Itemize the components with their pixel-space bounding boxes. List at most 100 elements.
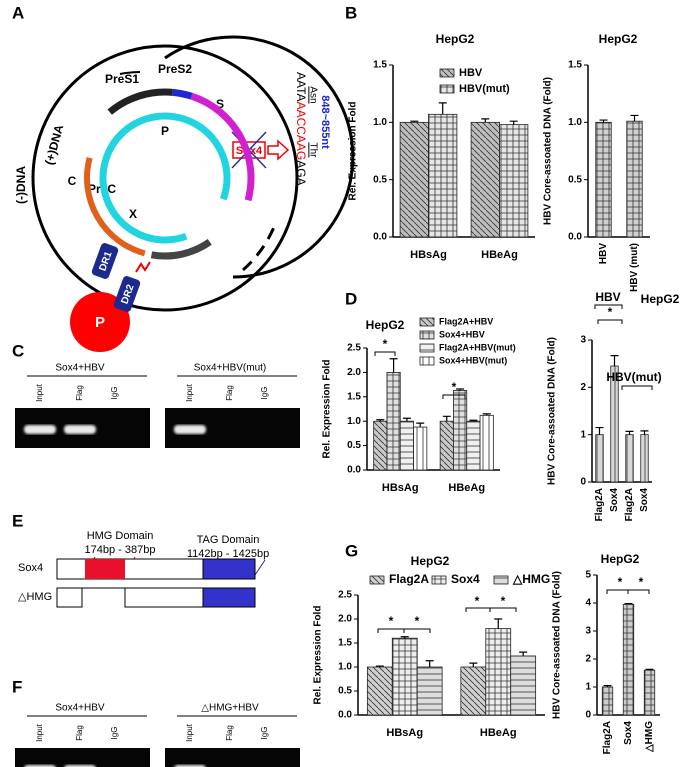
hmg-domain <box>85 559 125 579</box>
legend-swatch <box>439 68 455 78</box>
error-bar <box>595 426 604 435</box>
legend-label: Sox4+HBV <box>439 329 485 339</box>
panel-letter: C <box>12 341 24 360</box>
outer-dna <box>31 44 299 312</box>
panel-letter: G <box>345 541 358 560</box>
chart-title: HepG2 <box>436 32 475 46</box>
error-bar <box>400 636 409 639</box>
tag-range: 1142bp - 1425bp <box>187 548 269 560</box>
gel-title: Sox4+HBV(mut) <box>194 363 267 374</box>
legend-swatch <box>419 330 435 340</box>
y-axis-label: Rel. Expression Fold <box>348 102 359 201</box>
error-bar <box>389 358 398 373</box>
preS-arc <box>190 92 255 202</box>
bar <box>386 371 401 471</box>
bracket <box>489 607 517 612</box>
gel-title: △HMG+HBV <box>201 703 259 714</box>
y-tick-label: 2.5 <box>347 343 361 354</box>
x-tick-label: Sox4 <box>609 488 620 512</box>
legend-label: Flag2A+HBV(mut) <box>439 342 516 352</box>
bar <box>399 121 429 238</box>
hmg-range: 174bp - 387bp <box>85 544 156 556</box>
asn-label: Asn <box>307 86 318 103</box>
pres2-arc <box>172 88 193 100</box>
lane-label: IgG <box>260 387 269 400</box>
tag-label: TAG Domain <box>197 534 260 546</box>
seq-part: AACCAAG <box>294 102 308 161</box>
bar <box>416 666 443 716</box>
seq-part: AGA <box>294 160 308 185</box>
bracket <box>442 394 466 399</box>
bar <box>413 426 428 471</box>
bar <box>643 669 656 716</box>
y-tick-label: 1.0 <box>568 117 582 128</box>
x-label: X <box>129 207 137 221</box>
y-tick-label: 2.0 <box>338 614 352 625</box>
bar <box>479 414 494 471</box>
inner-dna <box>164 35 355 279</box>
dhmg-part <box>56 587 83 608</box>
bar <box>466 420 481 471</box>
y-tick-label: 1.0 <box>373 117 387 128</box>
bar <box>595 121 612 238</box>
bar <box>399 420 414 471</box>
hmg-label: HMG Domain <box>87 530 154 542</box>
p-label: P <box>161 124 169 138</box>
annotation: * <box>501 594 506 608</box>
y-tick-label: 1 <box>585 682 591 693</box>
bar <box>626 120 643 238</box>
y-tick-label: 5 <box>585 570 591 581</box>
annotation: * <box>415 614 420 628</box>
panel-letter: F <box>12 677 22 696</box>
y-tick-label: 3 <box>585 626 591 637</box>
y-tick-label: 0.0 <box>568 232 582 243</box>
bar <box>595 434 604 483</box>
error-bar <box>494 618 503 629</box>
x-tick-label: Flag2A <box>602 721 613 754</box>
bracket <box>377 628 405 633</box>
gel-band <box>24 425 56 434</box>
annotation: HBV(mut) <box>606 370 661 384</box>
x-tick-label: HBsAg <box>382 482 419 494</box>
error-bar <box>640 430 649 435</box>
y-axis-label: HBV Core-assoated DNA (Fold) <box>543 77 554 225</box>
x-tick-label: Flag2A <box>624 488 635 521</box>
sequence: AATAAACCAAGAGA <box>294 72 308 186</box>
red-mark <box>135 261 151 273</box>
error-bar <box>610 355 619 367</box>
panel-letter: B <box>345 3 357 22</box>
core-arc <box>84 157 146 257</box>
lane-label: Input <box>185 383 194 402</box>
bar <box>391 637 418 716</box>
bar <box>470 121 500 238</box>
dr2-box <box>113 276 141 312</box>
gel-title: Sox4+HBV <box>55 363 105 374</box>
y-tick-label: 0.0 <box>338 710 352 721</box>
y-tick-label: 0 <box>585 710 591 721</box>
bracket <box>594 304 623 309</box>
legend-label: Flag2A <box>389 572 429 586</box>
error-bar <box>509 120 518 125</box>
polymerase-label: P <box>95 314 105 331</box>
legend-swatch <box>439 84 455 94</box>
panel-letter: D <box>345 289 357 308</box>
chart-title: HepG2 <box>411 554 450 568</box>
thr-label: Thr <box>307 143 318 159</box>
lane-label: Input <box>35 383 44 402</box>
legend-label: HBV(mut) <box>459 83 510 95</box>
range-label: 848~855nt <box>319 95 331 149</box>
x-tick-label: HBeAg <box>481 249 518 261</box>
error-bar <box>416 422 425 428</box>
y-tick-label: 1.5 <box>347 391 361 402</box>
legend-label: △HMG <box>512 572 550 586</box>
error-bar <box>438 102 447 115</box>
tag-domain <box>202 587 256 608</box>
bar <box>640 434 649 483</box>
y-tick-label: 1.0 <box>338 662 352 673</box>
bar <box>510 655 537 716</box>
lane-label: IgG <box>110 387 119 400</box>
annotation: * <box>389 614 394 628</box>
pres2-label: PreS2 <box>158 62 192 76</box>
annotation: * <box>618 575 623 589</box>
chart-title: HepG2 <box>601 552 640 566</box>
